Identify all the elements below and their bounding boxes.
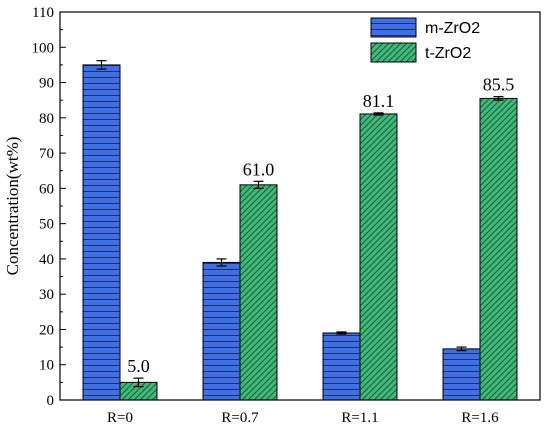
- error-bar: [456, 346, 467, 352]
- data-label: 85.5: [483, 75, 515, 95]
- error-bar: [216, 258, 227, 267]
- x-tick-label: R=0: [107, 410, 133, 426]
- chart-marks: 5.0 61.0 81.1 85.5: [82, 60, 518, 401]
- x-tick-label: R=1.1: [341, 410, 378, 426]
- y-tick-label: 20: [39, 322, 54, 338]
- legend-label: m-ZrO2: [425, 20, 480, 37]
- x-tick-label: R=1.6: [461, 410, 499, 426]
- data-label: 61.0: [243, 159, 275, 179]
- bar-m-zro2: [442, 348, 481, 401]
- legend: m-ZrO2 t-ZrO2: [370, 17, 480, 63]
- y-tick-label: 40: [39, 252, 54, 268]
- y-tick-label: 110: [32, 5, 54, 21]
- error-bar: [493, 96, 504, 101]
- data-label: 5.0: [127, 356, 150, 376]
- y-tick-label: 0: [47, 393, 55, 409]
- bar-m-zro2: [322, 332, 361, 401]
- bar-m-zro2: [82, 64, 121, 401]
- y-tick-label: 60: [39, 181, 54, 197]
- y-tick-label: 90: [39, 76, 54, 92]
- y-axis-title: Concentration(wt%): [3, 137, 22, 276]
- y-tick-label: 70: [39, 146, 54, 162]
- error-bar: [373, 112, 384, 116]
- y-tick-label: 100: [32, 40, 55, 56]
- data-label: 81.1: [363, 91, 395, 111]
- x-axis: R=0 R=0.7 R=1.1 R=1.6: [107, 394, 499, 426]
- y-tick-label: 10: [39, 358, 54, 374]
- bar-t-zro2: [479, 97, 518, 401]
- error-bar: [133, 377, 144, 388]
- x-tick-label: R=0.7: [221, 410, 259, 426]
- bar-m-zro2: [202, 261, 241, 401]
- error-bar: [96, 60, 107, 70]
- bar-t-zro2: [359, 113, 398, 401]
- y-tick-label: 30: [39, 287, 54, 303]
- error-bar: [336, 331, 347, 335]
- y-tick-label: 80: [39, 111, 54, 127]
- plot-frame: [59, 11, 541, 401]
- bar-t-zro2: [239, 184, 278, 401]
- error-bar: [253, 180, 264, 189]
- legend-swatch: [370, 17, 417, 38]
- legend-swatch: [370, 42, 417, 63]
- y-axis: 0 10 20 30 40 50 60 70 80 90 100 110: [32, 5, 66, 409]
- y-tick-label: 50: [39, 217, 54, 233]
- legend-label: t-ZrO2: [425, 45, 471, 62]
